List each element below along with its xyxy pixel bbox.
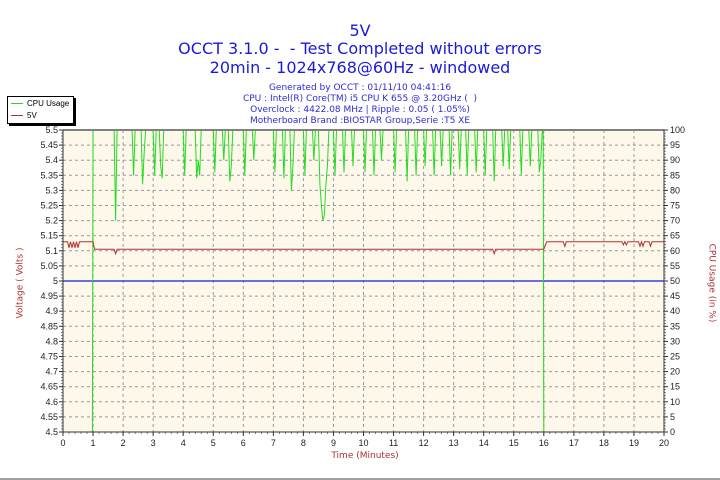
x-axis-title: Time (Minutes) xyxy=(331,451,399,461)
svg-text:0: 0 xyxy=(60,438,65,448)
svg-text:2: 2 xyxy=(121,438,126,448)
svg-text:85: 85 xyxy=(670,170,680,180)
svg-text:4.9: 4.9 xyxy=(45,306,58,316)
svg-text:4.55: 4.55 xyxy=(40,412,58,422)
svg-text:15: 15 xyxy=(509,438,519,448)
svg-text:1: 1 xyxy=(91,438,96,448)
svg-text:55: 55 xyxy=(670,261,680,271)
svg-text:4.75: 4.75 xyxy=(40,352,58,362)
svg-text:4.5: 4.5 xyxy=(45,427,58,437)
generated-info: Generated by OCCT : 01/11/10 04:41:16 xyxy=(268,83,452,93)
legend-label-5v: 5V xyxy=(27,111,37,120)
chart-legend: CPU Usage 5V xyxy=(7,96,74,124)
svg-text:4.95: 4.95 xyxy=(40,291,58,301)
svg-text:5.1: 5.1 xyxy=(45,246,58,256)
svg-text:9: 9 xyxy=(331,438,336,448)
chart-title: 5V xyxy=(349,21,371,40)
svg-text:4.8: 4.8 xyxy=(45,336,58,346)
svg-text:5.3: 5.3 xyxy=(45,185,58,195)
svg-text:7: 7 xyxy=(271,438,276,448)
svg-text:5: 5 xyxy=(670,412,675,422)
svg-text:4: 4 xyxy=(181,438,186,448)
svg-text:50: 50 xyxy=(670,276,680,286)
chart-config: 20min - 1024x768@60Hz - windowed xyxy=(209,58,511,77)
svg-text:4.7: 4.7 xyxy=(45,367,58,377)
svg-text:60: 60 xyxy=(670,246,680,256)
svg-text:5.45: 5.45 xyxy=(40,140,58,150)
svg-text:17: 17 xyxy=(569,438,579,448)
svg-text:40: 40 xyxy=(670,306,680,316)
svg-text:19: 19 xyxy=(629,438,639,448)
svg-text:65: 65 xyxy=(670,231,680,241)
chart-subtitle: OCCT 3.1.0 - - Test Completed without er… xyxy=(178,39,542,58)
svg-text:20: 20 xyxy=(659,438,669,448)
legend-swatch-cpu xyxy=(11,103,23,105)
svg-text:3: 3 xyxy=(151,438,156,448)
svg-text:5.4: 5.4 xyxy=(45,155,58,165)
legend-label-cpu: CPU Usage xyxy=(27,99,70,108)
svg-text:90: 90 xyxy=(670,155,680,165)
legend-swatch-5v xyxy=(11,115,23,117)
svg-text:8: 8 xyxy=(301,438,306,448)
svg-text:13: 13 xyxy=(449,438,459,448)
svg-text:10: 10 xyxy=(670,397,680,407)
svg-text:45: 45 xyxy=(670,291,680,301)
svg-text:75: 75 xyxy=(670,201,680,211)
svg-text:4.65: 4.65 xyxy=(40,382,58,392)
svg-text:20: 20 xyxy=(670,367,680,377)
svg-text:10: 10 xyxy=(358,438,368,448)
svg-text:25: 25 xyxy=(670,352,680,362)
svg-text:15: 15 xyxy=(670,382,680,392)
svg-text:0: 0 xyxy=(670,427,675,437)
svg-text:5: 5 xyxy=(211,438,216,448)
svg-text:70: 70 xyxy=(670,216,680,226)
svg-text:12: 12 xyxy=(419,438,429,448)
legend-item-5v: 5V xyxy=(11,110,37,121)
svg-text:5.05: 5.05 xyxy=(40,261,58,271)
axis-ticks xyxy=(59,129,668,436)
svg-text:4.6: 4.6 xyxy=(45,397,58,407)
window-bottom-border xyxy=(0,478,720,480)
y2-axis-title: CPU Usage (in %) xyxy=(706,243,717,323)
svg-text:80: 80 xyxy=(670,185,680,195)
cpu-info: CPU : Intel(R) Core(TM) i5 CPU K 655 @ 3… xyxy=(242,94,478,104)
legend-item-cpu: CPU Usage xyxy=(11,98,69,109)
overclock-info: Overclock : 4422.08 MHz | Ripple : 0.05 … xyxy=(250,105,470,115)
svg-text:5.15: 5.15 xyxy=(40,231,58,241)
svg-text:30: 30 xyxy=(670,336,680,346)
svg-text:5.35: 5.35 xyxy=(40,170,58,180)
motherboard-info: Motherboard Brand :BIOSTAR Group,Serie :… xyxy=(249,116,471,126)
svg-text:5.25: 5.25 xyxy=(40,201,58,211)
svg-text:16: 16 xyxy=(539,438,549,448)
svg-text:6: 6 xyxy=(241,438,246,448)
svg-text:14: 14 xyxy=(479,438,489,448)
svg-text:95: 95 xyxy=(670,140,680,150)
svg-text:100: 100 xyxy=(670,125,685,135)
svg-text:4.85: 4.85 xyxy=(40,321,58,331)
y-axis-title: Voltage ( Volts ) xyxy=(15,247,26,319)
voltage-series xyxy=(63,240,664,256)
svg-text:18: 18 xyxy=(599,438,609,448)
svg-text:11: 11 xyxy=(389,438,398,448)
svg-text:5: 5 xyxy=(53,276,58,286)
svg-text:35: 35 xyxy=(670,321,680,331)
svg-text:5.5: 5.5 xyxy=(45,125,58,135)
svg-text:5.2: 5.2 xyxy=(45,216,58,226)
